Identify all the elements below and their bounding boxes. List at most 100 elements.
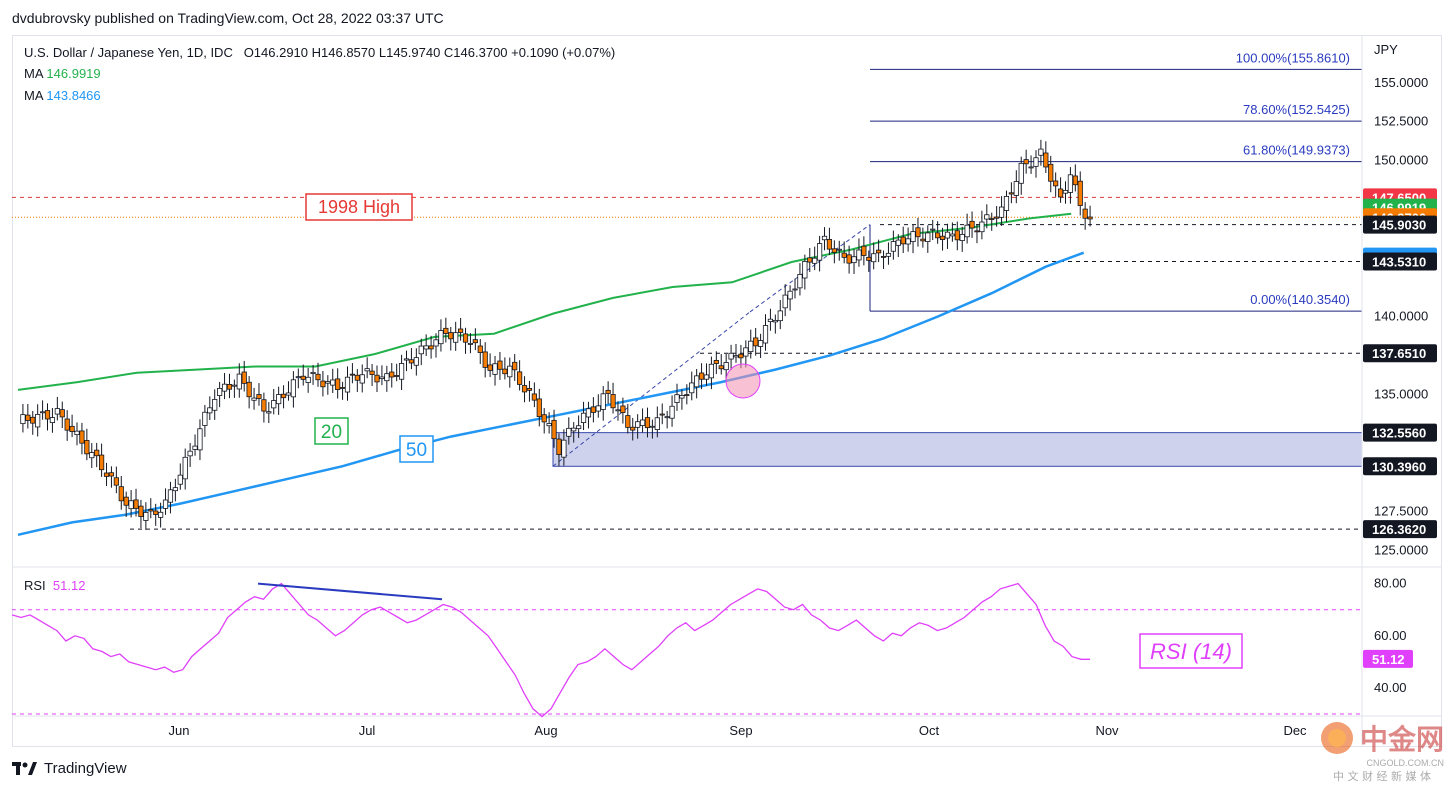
candle-body [300,375,306,380]
candle-body [192,445,198,450]
candle-body [1057,188,1064,198]
tradingview-footer[interactable]: TradingView [12,760,127,777]
legend-ma50-value: 143.8466 [46,88,101,103]
price-tick: 152.5000 [1374,114,1428,129]
candle-body [315,373,321,381]
rsi-tick: 60.00 [1374,628,1407,643]
price-tag-text: 132.5560 [1372,426,1426,441]
legend-rsi-label: RSI [24,578,46,593]
candle-body [600,393,606,410]
candle-body [359,374,365,384]
price-tick: 140.0000 [1374,309,1428,324]
price-tag-text: 126.3620 [1372,522,1426,537]
candle-body [197,428,203,451]
candle-body [35,414,41,428]
candle-body [221,383,228,392]
candle-body [713,359,719,364]
candle-body [246,381,252,398]
candle-body [925,232,931,242]
legend-symbol: U.S. Dollar / Japanese Yen, 1D, IDC [24,45,233,60]
candle-body [664,416,670,419]
candle-body [369,370,375,375]
candle-body [389,371,395,378]
candle-body [217,387,223,396]
legend-ohlc: O146.2910 H146.8570 L145.9740 C146.3700 … [243,45,616,60]
candles-layer [20,139,1093,530]
price-tag-text: 130.3960 [1372,459,1426,474]
candle-body [1038,148,1044,156]
candle-body [99,454,105,471]
candle-body [753,337,759,347]
ma50-tag-frame [399,435,434,463]
candle-body [890,241,896,252]
candle-body [620,405,626,413]
candle-body [694,375,700,388]
candle-body [817,243,823,261]
candle-body [226,384,233,390]
candle-body [231,384,237,387]
candle-body [748,340,754,353]
candle-body [949,233,955,237]
candle-body [177,474,183,485]
candle-body [108,472,115,477]
candle-body [325,381,331,384]
candle-body [458,328,464,333]
ma50-tag: 50 [399,435,434,463]
price-tag-bg [1363,423,1437,442]
candle-body [900,236,906,245]
candle-body [374,374,380,383]
fib-label: 61.80%(149.9373) [1243,143,1350,158]
candle-body [944,231,951,239]
price-tag-bg [1363,252,1437,271]
candle-body [143,512,149,521]
candle-body [708,363,715,379]
candle-body [807,257,813,263]
candle-body [212,399,218,411]
support-zone-layer [552,432,1363,467]
ma-layer [17,212,1085,537]
candle-body [580,412,587,423]
candle-body [113,477,119,486]
time-tick: Nov [1095,723,1119,738]
candle-body [979,221,985,233]
candle-body [30,416,36,424]
watermark-slogan: 中 文 财 经 新 媒 体 [1333,770,1431,783]
candle-body [762,325,769,344]
candle-body [512,361,518,371]
candle-body [654,417,660,430]
candle-body [743,347,749,357]
rsi-tag-label: RSI (14) [1150,639,1232,664]
candle-body [959,234,965,242]
candle-body [556,438,562,455]
candle-body [133,499,139,509]
candle-body [256,394,262,399]
candle-body [989,218,995,221]
price-tag-text: 137.6510 [1372,346,1426,361]
candle-body [138,505,144,517]
candle-body [920,238,926,242]
price-tag: 137.6510 [1363,344,1437,363]
candle-body [561,439,567,458]
rsi-line [11,582,1090,718]
candle-body [1072,175,1078,186]
candle-body [403,358,410,361]
candle-body [89,452,95,459]
candle-body [846,254,852,264]
candle-body [639,419,646,427]
candle-body [433,339,439,347]
candle-body [595,405,601,412]
candle-body [379,376,385,379]
candle-body [413,357,419,366]
candle-body [635,421,641,428]
candle-body [1033,157,1039,167]
candle-body [689,382,695,394]
candle-body [103,472,110,477]
time-tick: Aug [534,723,557,738]
chart-frame [12,35,1442,747]
candle-body [787,290,793,300]
ma50-tag-label: 50 [406,440,427,461]
candle-body [320,380,326,388]
annotations-layer: 1998 High 20 50 [305,193,761,463]
price-tick: 135.0000 [1374,387,1428,402]
